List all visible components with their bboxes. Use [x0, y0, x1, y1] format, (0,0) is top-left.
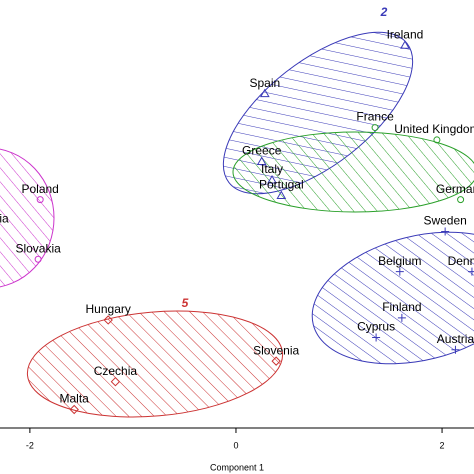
point-label: Germany [436, 182, 474, 196]
point [103, 315, 113, 325]
point [372, 333, 381, 342]
cluster-ellipse [311, 231, 474, 365]
point-label: United Kingdom [394, 122, 474, 136]
point [395, 267, 404, 276]
point [69, 404, 79, 415]
point-label: Portugal [259, 178, 304, 192]
point [259, 88, 270, 98]
point-label: Ireland [387, 27, 424, 41]
point-label: Cyprus [357, 320, 395, 334]
point-label: Malta [60, 392, 90, 406]
point [371, 124, 379, 132]
x-axis-label: Component 1 [210, 462, 264, 472]
point [36, 196, 44, 204]
point [467, 267, 474, 276]
x-tick-label: -2 [26, 440, 34, 450]
point [276, 190, 287, 199]
point [441, 227, 450, 236]
point-label: France [356, 110, 394, 124]
point-label: Finland [382, 300, 421, 314]
point-label: Hungary [86, 302, 131, 316]
point-label: Sweden [423, 214, 466, 228]
point [451, 345, 460, 354]
point-label: Czechia [94, 364, 138, 378]
point-label: Italy [261, 162, 283, 176]
point-label: Slovakia [15, 241, 61, 255]
cluster-number: 2 [380, 5, 388, 19]
point-label: Greece [242, 144, 282, 158]
cluster-number: 5 [182, 296, 189, 310]
point [400, 40, 410, 49]
point-label: Denmark [448, 254, 474, 268]
point-label: Belgium [378, 254, 421, 268]
x-tick-label: 2 [440, 440, 445, 450]
cluster-ellipse [26, 310, 284, 418]
cluster-ellipses [0, 31, 474, 418]
point [267, 175, 277, 184]
cluster-ellipse [232, 131, 474, 213]
point-label: Spain [249, 76, 280, 90]
point [110, 376, 121, 387]
point [34, 255, 42, 263]
point [433, 136, 441, 144]
point [397, 313, 406, 322]
point-label: Austria [437, 332, 474, 346]
cluster-ellipse [0, 148, 55, 288]
point [256, 156, 267, 166]
x-tick-label: 0 [233, 440, 238, 450]
point-label: Estonia [0, 212, 9, 226]
point-label: Poland [21, 182, 58, 196]
point [457, 196, 465, 204]
point [271, 356, 281, 366]
point-label: Slovenia [253, 343, 299, 357]
